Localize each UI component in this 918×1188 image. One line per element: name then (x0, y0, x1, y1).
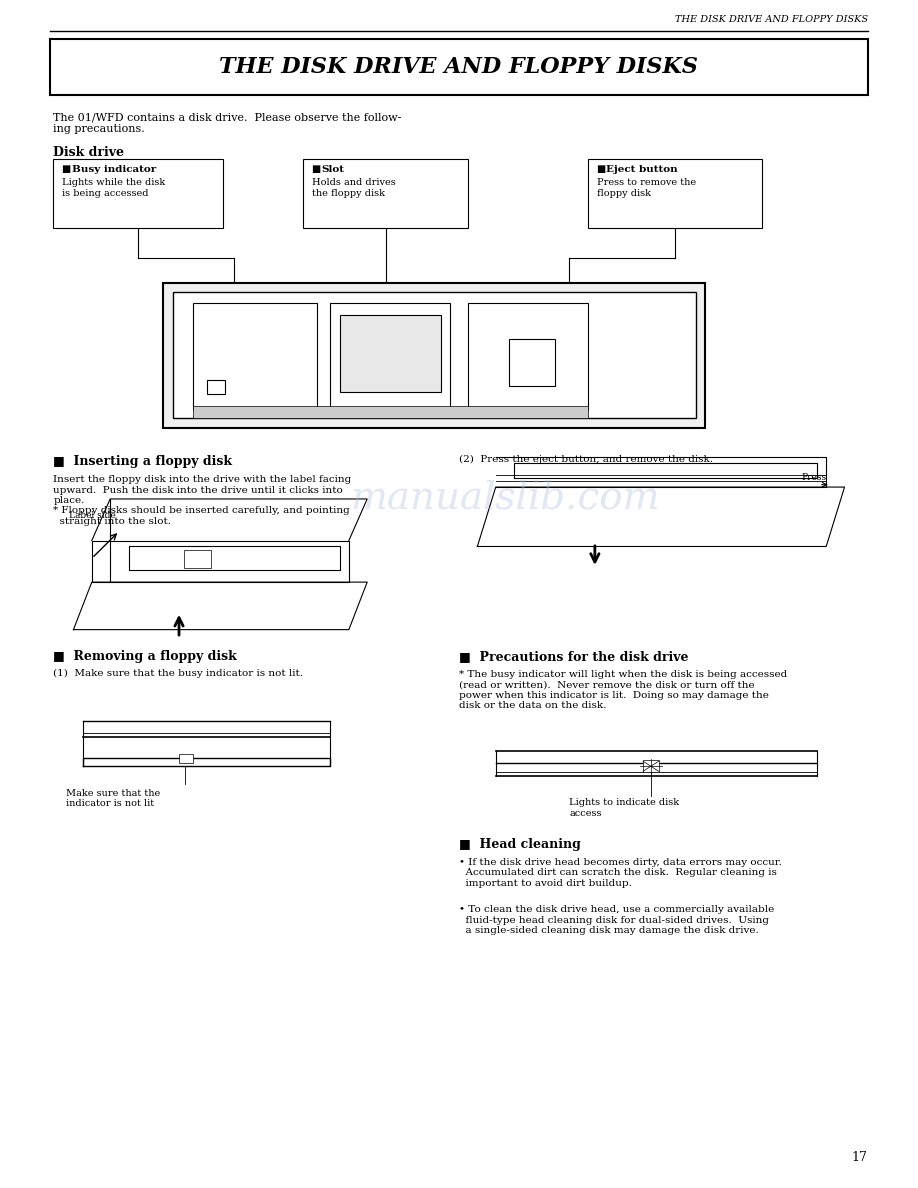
FancyBboxPatch shape (50, 39, 868, 95)
Text: ■  Removing a floppy disk: ■ Removing a floppy disk (53, 650, 237, 663)
Text: Make sure that the
indicator is not lit: Make sure that the indicator is not lit (66, 789, 161, 808)
Text: 17: 17 (852, 1151, 868, 1164)
Text: (2)  Press the eject button, and remove the disk.: (2) Press the eject button, and remove t… (459, 455, 713, 465)
FancyBboxPatch shape (509, 339, 555, 386)
FancyBboxPatch shape (303, 159, 468, 228)
Text: THE DISK DRIVE AND FLOPPY DISKS: THE DISK DRIVE AND FLOPPY DISKS (219, 56, 699, 78)
Text: manualslib.com: manualslib.com (350, 480, 660, 518)
Text: ■: ■ (597, 165, 610, 175)
Text: (1)  Make sure that the busy indicator is not lit.: (1) Make sure that the busy indicator is… (53, 669, 303, 678)
FancyBboxPatch shape (163, 283, 705, 428)
Text: Holds and drives
the floppy disk: Holds and drives the floppy disk (312, 178, 396, 197)
FancyBboxPatch shape (207, 380, 225, 394)
Text: Disk drive: Disk drive (53, 146, 124, 159)
FancyBboxPatch shape (588, 159, 762, 228)
Text: ■  Precautions for the disk drive: ■ Precautions for the disk drive (459, 650, 688, 663)
Text: ■: ■ (312, 165, 325, 175)
Text: Press: Press (801, 473, 826, 482)
Text: Lights to indicate disk
access: Lights to indicate disk access (569, 798, 679, 817)
Text: ■: ■ (62, 165, 75, 175)
FancyBboxPatch shape (330, 303, 450, 410)
FancyBboxPatch shape (468, 303, 588, 410)
Text: THE DISK DRIVE AND FLOPPY DISKS: THE DISK DRIVE AND FLOPPY DISKS (675, 14, 868, 24)
FancyBboxPatch shape (193, 303, 317, 410)
Text: Lights while the disk
is being accessed: Lights while the disk is being accessed (62, 178, 165, 197)
Text: Label side: Label side (69, 511, 116, 520)
FancyBboxPatch shape (53, 159, 223, 228)
Text: Press to remove the
floppy disk: Press to remove the floppy disk (597, 178, 696, 197)
Text: Insert the floppy disk into the drive with the label facing
upward.  Push the di: Insert the floppy disk into the drive wi… (53, 475, 352, 526)
Text: ■  Head cleaning: ■ Head cleaning (459, 838, 581, 851)
Text: Slot: Slot (321, 165, 344, 175)
Text: Busy indicator: Busy indicator (72, 165, 156, 175)
FancyBboxPatch shape (643, 760, 659, 772)
FancyBboxPatch shape (173, 292, 696, 418)
Text: • To clean the disk drive head, use a commercially available
  fluid-type head c: • To clean the disk drive head, use a co… (459, 905, 774, 935)
Text: Eject button: Eject button (606, 165, 677, 175)
FancyBboxPatch shape (193, 406, 588, 418)
Text: * The busy indicator will light when the disk is being accessed
(read or written: * The busy indicator will light when the… (459, 670, 788, 710)
FancyBboxPatch shape (179, 754, 193, 763)
FancyBboxPatch shape (340, 315, 441, 392)
Text: ■  Inserting a floppy disk: ■ Inserting a floppy disk (53, 455, 232, 468)
Text: The 01/WFD contains a disk drive.  Please observe the follow-
ing precautions.: The 01/WFD contains a disk drive. Please… (53, 113, 401, 134)
FancyBboxPatch shape (184, 550, 211, 568)
Text: • If the disk drive head becomes dirty, data errors may occur.
  Accumulated dir: • If the disk drive head becomes dirty, … (459, 858, 782, 887)
